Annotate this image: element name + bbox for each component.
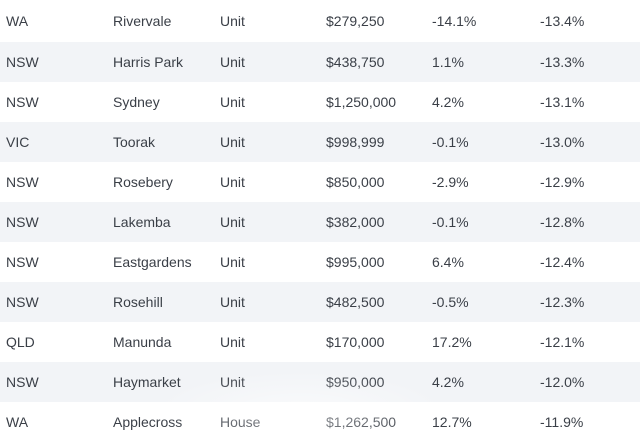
change-cell: -14.1% bbox=[432, 13, 477, 29]
change-cell: -13.4% bbox=[540, 13, 585, 29]
median-price-cell: $850,000 bbox=[326, 174, 385, 190]
change-cell: -2.9% bbox=[432, 174, 469, 190]
suburb-cell: Rosebery bbox=[113, 174, 173, 190]
suburb-cell: Toorak bbox=[113, 134, 156, 150]
change-cell: 12.7% bbox=[432, 414, 472, 430]
change-cell: -13.1% bbox=[540, 94, 585, 110]
table-row: NSW Lakemba Unit $382,000 -0.1% -12.8% bbox=[0, 202, 640, 242]
property-type-cell: Unit bbox=[220, 294, 245, 310]
table-row: NSW Haymarket Unit $950,000 4.2% -12.0% bbox=[0, 362, 640, 402]
table-row: NSW Rosehill Unit $482,500 -0.5% -12.3% bbox=[0, 282, 640, 322]
suburb-cell: Haymarket bbox=[113, 374, 181, 390]
suburb-cell: Harris Park bbox=[113, 54, 184, 70]
change-cell: -12.4% bbox=[540, 254, 585, 270]
median-price-cell: $995,000 bbox=[326, 254, 385, 270]
property-type-cell: Unit bbox=[220, 174, 245, 190]
suburb-cell: Manunda bbox=[113, 334, 172, 350]
state-cell: WA bbox=[6, 414, 29, 430]
property-type-cell: Unit bbox=[220, 54, 245, 70]
state-cell: NSW bbox=[6, 214, 39, 230]
property-type-cell: House bbox=[220, 414, 261, 430]
change-cell: 6.4% bbox=[432, 254, 464, 270]
property-type-cell: Unit bbox=[220, 254, 245, 270]
property-type-cell: Unit bbox=[220, 214, 245, 230]
median-price-cell: $482,500 bbox=[326, 294, 385, 310]
change-cell: 17.2% bbox=[432, 334, 472, 350]
property-type-cell: Unit bbox=[220, 134, 245, 150]
table-row: WA Rivervale Unit $279,250 -14.1% -13.4% bbox=[0, 0, 640, 42]
change-cell: -0.1% bbox=[432, 214, 469, 230]
change-cell: -12.3% bbox=[540, 294, 585, 310]
property-type-cell: Unit bbox=[220, 334, 245, 350]
table-row: NSW Sydney Unit $1,250,000 4.2% -13.1% bbox=[0, 82, 640, 122]
change-cell: -13.0% bbox=[540, 134, 585, 150]
state-cell: NSW bbox=[6, 294, 39, 310]
change-cell: -0.5% bbox=[432, 294, 469, 310]
median-price-cell: $438,750 bbox=[326, 54, 385, 70]
property-type-cell: Unit bbox=[220, 13, 245, 29]
change-cell: -13.3% bbox=[540, 54, 585, 70]
median-price-cell: $382,000 bbox=[326, 214, 385, 230]
table-row: WA Applecross House $1,262,500 12.7% -11… bbox=[0, 402, 640, 442]
table-row: NSW Harris Park Unit $438,750 1.1% -13.3… bbox=[0, 42, 640, 82]
state-cell: NSW bbox=[6, 374, 39, 390]
state-cell: WA bbox=[6, 13, 29, 29]
state-cell: NSW bbox=[6, 174, 39, 190]
change-cell: 4.2% bbox=[432, 374, 464, 390]
median-price-cell: $170,000 bbox=[326, 334, 385, 350]
suburb-cell: Eastgardens bbox=[113, 254, 192, 270]
property-type-cell: Unit bbox=[220, 94, 245, 110]
table-row: NSW Rosebery Unit $850,000 -2.9% -12.9% bbox=[0, 162, 640, 202]
change-cell: -0.1% bbox=[432, 134, 469, 150]
property-type-cell: Unit bbox=[220, 374, 245, 390]
suburb-cell: Rosehill bbox=[113, 294, 163, 310]
state-cell: VIC bbox=[6, 134, 30, 150]
change-cell: -12.0% bbox=[540, 374, 585, 390]
median-price-cell: $1,250,000 bbox=[326, 94, 397, 110]
table-row: NSW Eastgardens Unit $995,000 6.4% -12.4… bbox=[0, 242, 640, 282]
suburb-cell: Rivervale bbox=[113, 13, 172, 29]
change-cell: -12.9% bbox=[540, 174, 585, 190]
change-cell: -12.1% bbox=[540, 334, 585, 350]
change-cell: 4.2% bbox=[432, 94, 464, 110]
median-price-cell: $950,000 bbox=[326, 374, 385, 390]
median-price-cell: $279,250 bbox=[326, 13, 385, 29]
suburb-cell: Sydney bbox=[113, 94, 160, 110]
median-price-cell: $998,999 bbox=[326, 134, 385, 150]
change-cell: 1.1% bbox=[432, 54, 464, 70]
change-cell: -12.8% bbox=[540, 214, 585, 230]
state-cell: NSW bbox=[6, 254, 39, 270]
state-cell: NSW bbox=[6, 54, 39, 70]
median-price-cell: $1,262,500 bbox=[326, 414, 397, 430]
change-cell: -11.9% bbox=[540, 414, 584, 430]
table-row: VIC Toorak Unit $998,999 -0.1% -13.0% bbox=[0, 122, 640, 162]
state-cell: QLD bbox=[6, 334, 35, 350]
state-cell: NSW bbox=[6, 94, 39, 110]
suburb-cell: Applecross bbox=[113, 414, 183, 430]
table-row: QLD Manunda Unit $170,000 17.2% -12.1% bbox=[0, 322, 640, 362]
suburb-cell: Lakemba bbox=[113, 214, 171, 230]
